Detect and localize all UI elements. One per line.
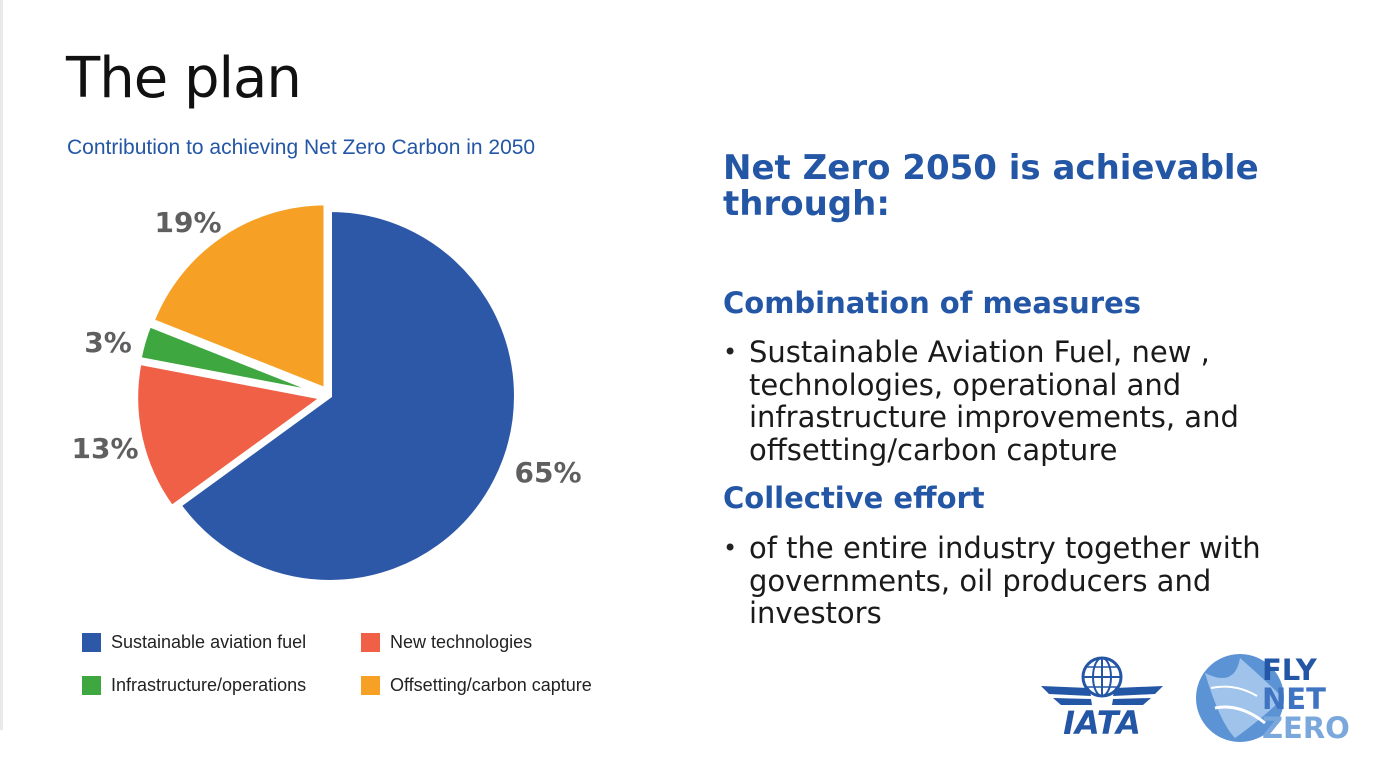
- logo-area: IATA FLY NET ZERO: [1035, 648, 1365, 748]
- fly-net-zero-logo: FLY NET ZERO: [1196, 653, 1350, 745]
- legend-item-sustainable-aviation-fuel: Sustainable aviation fuel: [82, 632, 306, 653]
- pie-slice-sustainable-aviation-fuel: [176, 207, 518, 584]
- data-label-infrastructure-operations: 3%: [84, 326, 132, 359]
- legend-swatch: [82, 633, 101, 652]
- iata-logo: IATA: [1041, 656, 1163, 742]
- pie-slice-new-technologies: [134, 360, 328, 510]
- legend-swatch: [361, 633, 380, 652]
- iata-text: IATA: [1063, 704, 1141, 742]
- section-title-collective: Collective effort: [723, 481, 985, 515]
- legend-item-offsetting-carbon-capture: Offsetting/carbon capture: [361, 675, 592, 696]
- legend-label: Sustainable aviation fuel: [111, 632, 307, 652]
- legend-swatch: [361, 676, 380, 695]
- pie-chart: 65% 13% 3% 19%: [71, 201, 582, 584]
- pie-slice-infrastructure-operations: [137, 322, 324, 396]
- slide-edge: [0, 0, 3, 730]
- data-label-sustainable-aviation-fuel: 65%: [514, 456, 581, 489]
- section-title-combination: Combination of measures: [723, 286, 1142, 320]
- legend-label: Offsetting/carbon capture: [390, 675, 592, 695]
- legend-label: Infrastructure/operations: [111, 675, 307, 695]
- legend-swatch: [82, 676, 101, 695]
- bullet-icon: •: [723, 338, 738, 366]
- legend-label: New technologies: [390, 632, 533, 652]
- chart-title: Contribution to achieving Net Zero Carbo…: [67, 136, 536, 159]
- page-title: The plan: [66, 46, 302, 111]
- data-label-new-technologies: 13%: [71, 432, 138, 465]
- legend-item-infrastructure-operations: Infrastructure/operations: [82, 675, 306, 696]
- bullet-collective: • of the entire industry together with g…: [723, 532, 1363, 630]
- bullet-text: of the entire industry together with gov…: [749, 531, 1261, 630]
- data-label-offsetting-carbon-capture: 19%: [154, 206, 221, 239]
- zero-text: ZERO: [1262, 711, 1350, 745]
- bullet-combination: • Sustainable Aviation Fuel, new , techn…: [723, 336, 1363, 466]
- bullet-icon: •: [723, 534, 738, 562]
- headline: Net Zero 2050 is achievable through:: [723, 148, 1259, 224]
- net-text: NET: [1262, 682, 1326, 716]
- pie-slice-offsetting-carbon-capture: [149, 201, 328, 393]
- logos-svg: IATA FLY NET ZERO: [1041, 653, 1350, 745]
- bullet-text: Sustainable Aviation Fuel, new , technol…: [749, 335, 1239, 467]
- fly-text: FLY: [1262, 653, 1318, 687]
- legend-item-new-technologies: New technologies: [361, 632, 532, 653]
